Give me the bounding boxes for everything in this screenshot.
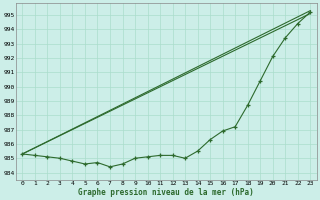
- X-axis label: Graphe pression niveau de la mer (hPa): Graphe pression niveau de la mer (hPa): [78, 188, 254, 197]
